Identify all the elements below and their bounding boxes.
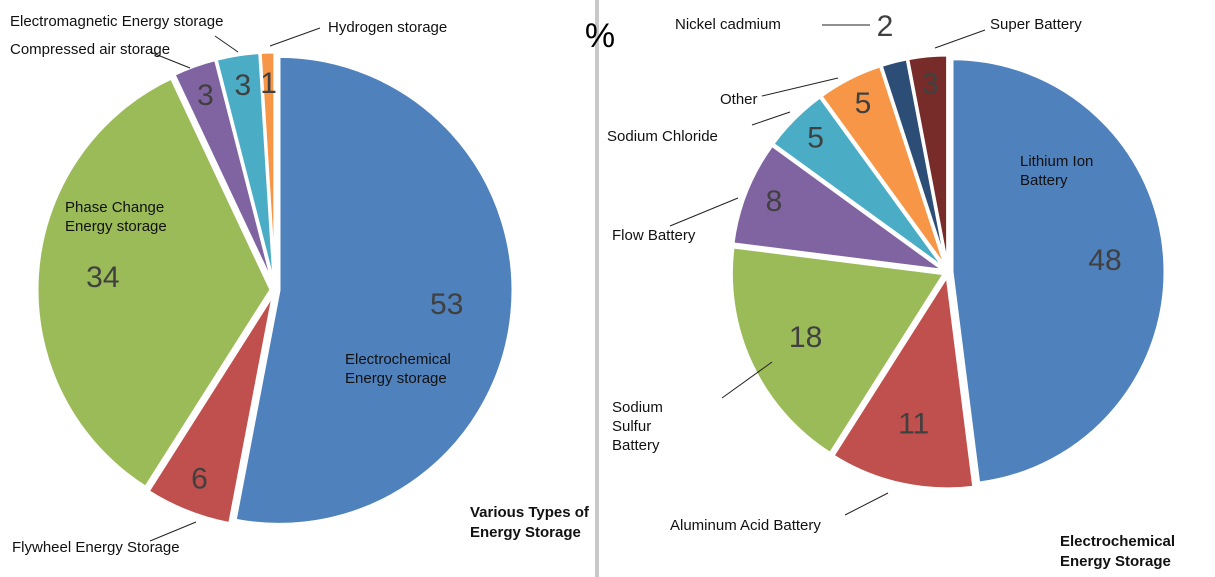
- value-label: 53: [430, 288, 463, 321]
- slice-label: Electrochemical Energy storage: [345, 351, 451, 387]
- slice-label: Electromagnetic Energy storage: [10, 13, 224, 30]
- pie-slice: [731, 143, 946, 273]
- leader-line: [669, 197, 739, 227]
- slice-label: Lithium Ion Battery: [1020, 153, 1094, 189]
- value-label: 5: [807, 122, 824, 155]
- value-label: 5: [855, 87, 872, 120]
- leader-line: [214, 35, 239, 53]
- leader-line: [149, 51, 191, 69]
- value-label: 3: [197, 79, 214, 112]
- pie-slice: [35, 76, 273, 490]
- slice-label: Flywheel Energy Storage: [12, 539, 180, 556]
- value-label: 11: [898, 407, 929, 440]
- leader-line: [149, 521, 197, 542]
- leader-line: [761, 77, 839, 97]
- slice-label: Hydrogen storage: [328, 19, 448, 36]
- slice-label: Super Battery: [990, 16, 1082, 33]
- slice-label: Aluminum Acid Battery: [670, 517, 821, 534]
- pie-slice: [258, 50, 277, 287]
- value-label: 18: [789, 321, 822, 354]
- leader-line: [721, 361, 773, 399]
- leader-line: [269, 27, 321, 47]
- pie-slice: [950, 57, 1167, 485]
- pie-slice: [729, 245, 947, 456]
- pie-slice: [830, 271, 976, 491]
- pie-slice: [905, 53, 950, 269]
- value-label: 3: [922, 68, 939, 101]
- slice-label: Sodium Chloride: [607, 128, 718, 145]
- value-label: 1: [260, 67, 277, 100]
- value-label: 48: [1088, 244, 1121, 277]
- value-label: 34: [86, 261, 119, 294]
- value-label: 8: [766, 185, 783, 218]
- slice-label: Sodium Sulfur Battery: [612, 399, 663, 454]
- leader-line: [844, 492, 889, 516]
- slice-label: Other: [720, 91, 758, 108]
- leader-line: [751, 111, 791, 126]
- value-label: 6: [191, 463, 208, 496]
- unit-label: %: [585, 17, 615, 55]
- slice-label: Phase Change Energy storage: [65, 199, 167, 235]
- value-label: 2: [877, 10, 894, 43]
- pie-slice: [146, 292, 276, 526]
- slice-label: Compressed air storage: [10, 41, 171, 58]
- slice-label: Nickel cadmium: [675, 16, 781, 33]
- slice-label: Flow Battery: [612, 227, 696, 244]
- chart-title: Electrochemical Energy Storage: [1060, 533, 1176, 570]
- value-label: 3: [235, 69, 252, 102]
- chart-title: Various Types of Energy Storage: [470, 504, 589, 541]
- pie-slice: [233, 54, 515, 526]
- leader-line: [934, 29, 986, 49]
